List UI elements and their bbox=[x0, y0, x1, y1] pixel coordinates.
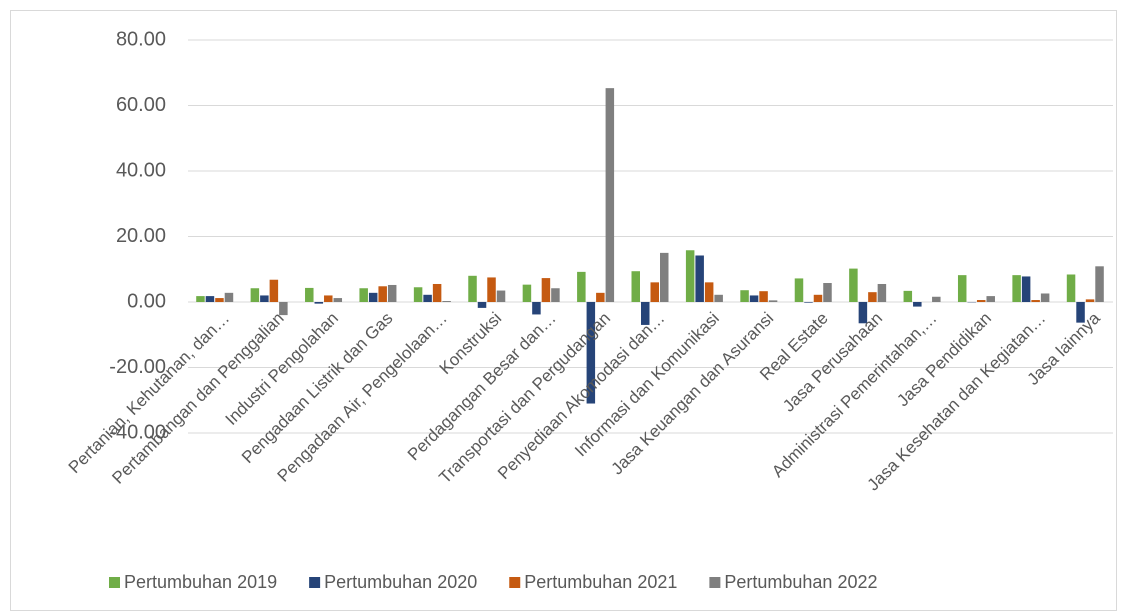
y-tick-label: 80.00 bbox=[116, 28, 166, 50]
bar bbox=[324, 295, 333, 302]
bar bbox=[903, 290, 913, 302]
bar bbox=[650, 282, 659, 302]
bar bbox=[387, 284, 397, 302]
bar bbox=[413, 287, 423, 302]
bar bbox=[704, 282, 714, 302]
bar bbox=[913, 302, 922, 307]
bar bbox=[1085, 299, 1095, 302]
bar bbox=[468, 275, 477, 302]
legend-label: Pertumbuhan 2022 bbox=[724, 572, 877, 592]
y-tick-label: -40.00 bbox=[109, 421, 166, 443]
bar bbox=[641, 302, 650, 325]
bar bbox=[976, 300, 986, 302]
bar bbox=[877, 283, 887, 302]
legend-swatch bbox=[509, 577, 521, 588]
bar bbox=[551, 288, 560, 302]
bar bbox=[794, 278, 804, 302]
bar bbox=[305, 287, 314, 302]
bar bbox=[596, 292, 605, 302]
bar bbox=[378, 286, 387, 302]
bar bbox=[487, 277, 496, 302]
bar bbox=[196, 296, 205, 302]
bar bbox=[1012, 275, 1021, 302]
bar bbox=[759, 291, 768, 302]
bar bbox=[1031, 300, 1040, 302]
bar bbox=[957, 275, 967, 302]
y-tick-label: -20.00 bbox=[109, 356, 166, 378]
y-tick-label: 0.00 bbox=[127, 290, 166, 312]
bar bbox=[804, 302, 813, 303]
bar bbox=[250, 288, 260, 302]
bar bbox=[359, 288, 368, 302]
bar bbox=[368, 292, 378, 302]
bar bbox=[685, 250, 695, 302]
bar bbox=[714, 294, 723, 302]
bar bbox=[586, 302, 596, 404]
bar bbox=[695, 255, 704, 302]
bar bbox=[605, 88, 615, 302]
bar bbox=[496, 290, 506, 302]
legend-swatch bbox=[709, 577, 721, 588]
bar bbox=[314, 302, 324, 304]
y-tick-label: 60.00 bbox=[116, 94, 166, 116]
bar bbox=[660, 252, 669, 302]
bar bbox=[986, 296, 995, 302]
bar bbox=[768, 300, 778, 302]
bar bbox=[823, 283, 832, 302]
bar bbox=[423, 294, 432, 302]
bar bbox=[269, 279, 279, 302]
bar bbox=[749, 295, 759, 302]
bar bbox=[1095, 266, 1104, 302]
bar bbox=[740, 290, 749, 302]
y-tick-label: 40.00 bbox=[116, 159, 166, 181]
bar bbox=[1021, 276, 1031, 302]
bar bbox=[279, 302, 288, 316]
bar bbox=[868, 292, 877, 302]
bar bbox=[532, 302, 541, 315]
bar bbox=[260, 295, 269, 302]
bar bbox=[215, 298, 224, 302]
chart-frame bbox=[10, 10, 1117, 611]
legend-swatch bbox=[309, 577, 321, 588]
bar bbox=[541, 278, 551, 302]
bar bbox=[932, 296, 941, 302]
legend-label: Pertumbuhan 2021 bbox=[524, 572, 677, 592]
bar bbox=[224, 292, 234, 302]
bar bbox=[577, 271, 586, 302]
bar bbox=[333, 298, 343, 302]
bar bbox=[442, 301, 451, 302]
bar bbox=[849, 268, 858, 302]
bar bbox=[1066, 274, 1076, 302]
legend-label: Pertumbuhan 2020 bbox=[324, 572, 477, 592]
y-tick-label: 20.00 bbox=[116, 225, 166, 247]
bar bbox=[1040, 293, 1050, 302]
bar bbox=[858, 302, 868, 324]
bar bbox=[205, 296, 215, 302]
bar bbox=[1076, 302, 1085, 323]
bar bbox=[631, 271, 640, 302]
bar bbox=[477, 302, 487, 308]
bar bbox=[813, 294, 823, 302]
bar bbox=[432, 283, 442, 302]
legend-swatch bbox=[109, 577, 120, 588]
bar bbox=[522, 284, 532, 302]
legend-label: Pertumbuhan 2019 bbox=[124, 572, 277, 592]
